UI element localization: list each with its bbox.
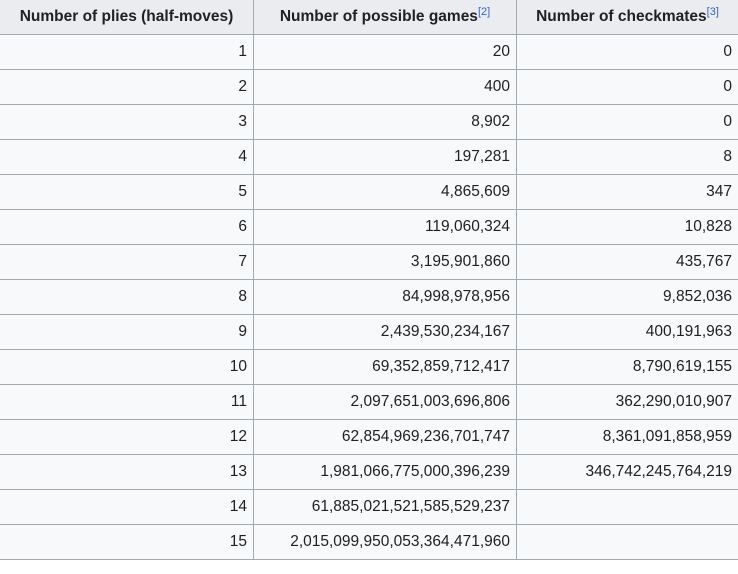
cell-checkmates <box>516 524 738 560</box>
cell-possible-games: 20 <box>253 34 517 70</box>
header-plies-label: Number of plies (half-moves) <box>19 8 234 25</box>
table-row: 12 62,854,969,236,701,747 8,361,091,858,95… <box>0 419 738 455</box>
cell-possible-games: 4,865,609 <box>253 174 517 210</box>
cell-possible-games: 84,998,978,956 <box>253 279 517 315</box>
table-row: 11 2,097,651,003,696,806 362,290,010,907 <box>0 384 738 420</box>
cell-plies: 8 <box>0 279 254 315</box>
header-checkmates[interactable]: Number of checkmates[3] <box>516 0 738 35</box>
cell-plies: 9 <box>0 314 254 350</box>
cell-possible-games: 119,060,324 <box>253 209 517 245</box>
table-row: 10 69,352,859,712,417 8,790,619,155 <box>0 349 738 385</box>
table-row: 7 3,195,901,860 435,767 <box>0 244 738 280</box>
cell-plies: 4 <box>0 139 254 175</box>
cell-possible-games: 3,195,901,860 <box>253 244 517 280</box>
cell-plies: 2 <box>0 69 254 105</box>
cell-possible-games: 62,854,969,236,701,747 <box>253 419 517 455</box>
cell-plies: 6 <box>0 209 254 245</box>
table-row: 2 400 0 <box>0 69 738 105</box>
cell-plies: 12 <box>0 419 254 455</box>
table-row: 5 4,865,609 347 <box>0 174 738 210</box>
table-row: 14 61,885,021,521,585,529,237 <box>0 489 738 525</box>
cell-checkmates <box>516 489 738 525</box>
cell-possible-games: 8,902 <box>253 104 517 140</box>
table-row: 8 84,998,978,956 9,852,036 <box>0 279 738 315</box>
table-row: 6 119,060,324 10,828 <box>0 209 738 245</box>
cell-plies: 15 <box>0 524 254 560</box>
table-body: 1 20 0 2 400 0 3 8,902 0 4 197,281 8 5 4,865,609 347 6 1… <box>0 34 738 560</box>
citation-2-link[interactable]: [2] <box>477 5 491 18</box>
cell-possible-games: 400 <box>253 69 517 105</box>
citation-3-link[interactable]: [3] <box>706 5 719 18</box>
header-possible-games[interactable]: Number of possible games[2] <box>253 0 517 35</box>
citation-2: [2] <box>478 6 490 18</box>
cell-plies: 10 <box>0 349 254 385</box>
cell-possible-games: 69,352,859,712,417 <box>253 349 517 385</box>
cell-plies: 13 <box>0 454 254 490</box>
cell-plies: 1 <box>0 34 254 70</box>
cell-plies: 3 <box>0 104 254 140</box>
cell-checkmates: 8 <box>516 139 738 175</box>
cell-checkmates: 10,828 <box>516 209 738 245</box>
table-row: 15 2,015,099,950,053,364,471,960 <box>0 524 738 560</box>
header-row: Number of plies (half-moves) Number of p… <box>0 0 738 35</box>
cell-checkmates: 0 <box>516 104 738 140</box>
table-row: 13 1,981,066,775,000,396,239 346,742,245,7… <box>0 454 738 490</box>
cell-possible-games: 2,439,530,234,167 <box>253 314 517 350</box>
header-checkmates-label: Number of checkmates <box>536 8 707 25</box>
cell-checkmates: 8,361,091,858,959 <box>516 419 738 455</box>
cell-checkmates: 347 <box>516 174 738 210</box>
cell-possible-games: 2,097,651,003,696,806 <box>253 384 517 420</box>
cell-checkmates: 8,790,619,155 <box>516 349 738 385</box>
cell-possible-games: 61,885,021,521,585,529,237 <box>253 489 517 525</box>
cell-checkmates: 0 <box>516 69 738 105</box>
cell-checkmates: 362,290,010,907 <box>516 384 738 420</box>
table-header: Number of plies (half-moves) Number of p… <box>0 0 738 35</box>
cell-plies: 7 <box>0 244 254 280</box>
chess-games-table: Number of plies (half-moves) Number of p… <box>0 0 738 560</box>
table-row: 3 8,902 0 <box>0 104 738 140</box>
header-plies[interactable]: Number of plies (half-moves) <box>0 0 254 35</box>
table-row: 9 2,439,530,234,167 400,191,963 <box>0 314 738 350</box>
cell-possible-games: 2,015,099,950,053,364,471,960 <box>253 524 517 560</box>
cell-checkmates: 9,852,036 <box>516 279 738 315</box>
cell-checkmates: 400,191,963 <box>516 314 738 350</box>
citation-3: [3] <box>707 6 719 18</box>
cell-plies: 11 <box>0 384 254 420</box>
cell-possible-games: 1,981,066,775,000,396,239 <box>253 454 517 490</box>
cell-checkmates: 0 <box>516 34 738 70</box>
table-row: 4 197,281 8 <box>0 139 738 175</box>
cell-possible-games: 197,281 <box>253 139 517 175</box>
cell-plies: 5 <box>0 174 254 210</box>
cell-checkmates: 435,767 <box>516 244 738 280</box>
cell-plies: 14 <box>0 489 254 525</box>
header-possible-games-label: Number of possible games <box>279 8 478 25</box>
table-row: 1 20 0 <box>0 34 738 70</box>
cell-checkmates: 346,742,245,764,219 <box>516 454 738 490</box>
